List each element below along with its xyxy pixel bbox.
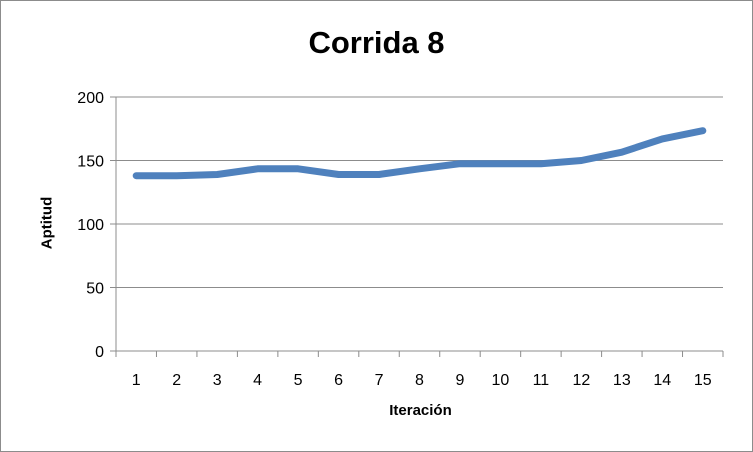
x-tick-label: 4 — [253, 372, 262, 389]
y-tick-label: 0 — [95, 344, 104, 361]
chart-title: Corrida 8 — [308, 25, 445, 60]
x-tick-label: 3 — [213, 372, 222, 389]
x-tick-label: 15 — [694, 372, 712, 389]
x-tick-label: 10 — [492, 372, 510, 389]
series-line — [132, 127, 707, 180]
y-tick-label: 50 — [86, 281, 104, 298]
x-tick-label: 9 — [456, 372, 465, 389]
x-axis-title: Iteración — [389, 402, 452, 419]
x-tick-label: 11 — [533, 372, 550, 389]
x-tick-label: 8 — [415, 372, 424, 389]
y-tick-label: 150 — [77, 154, 104, 171]
x-tick-label: 5 — [294, 372, 303, 389]
x-tick-label: 6 — [334, 372, 343, 389]
x-tick-label: 14 — [653, 372, 671, 389]
x-tick-label: 7 — [375, 372, 384, 389]
x-tick-label: 13 — [613, 372, 631, 389]
x-tick-label: 1 — [132, 372, 141, 389]
x-tick-label: 12 — [572, 372, 590, 389]
y-tick-label: 200 — [77, 90, 104, 107]
y-tick-label: 100 — [77, 217, 104, 234]
x-tick-label: 2 — [172, 372, 181, 389]
